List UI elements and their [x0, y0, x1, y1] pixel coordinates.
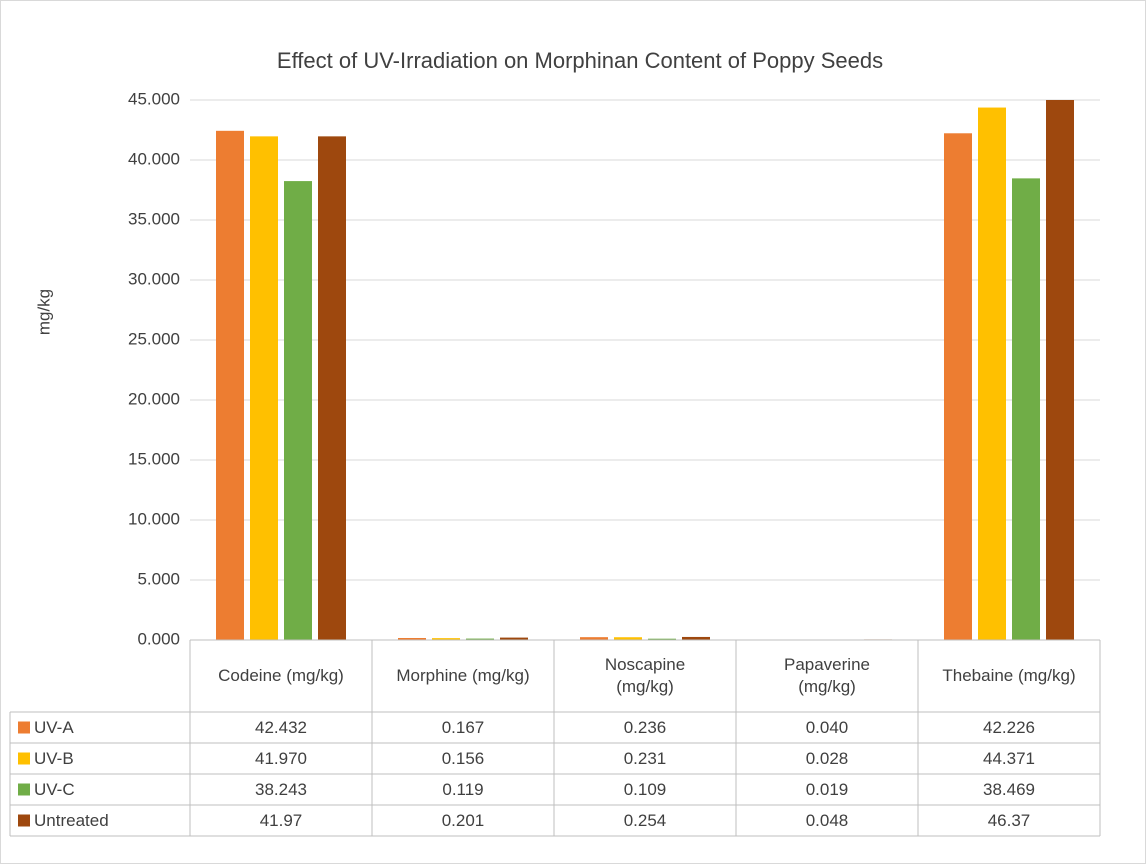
- chart-title: Effect of UV-Irradiation on Morphinan Co…: [277, 48, 883, 73]
- plot-bars: [216, 100, 1074, 640]
- x-tick-label: Thebaine (mg/kg): [942, 666, 1076, 685]
- data-label: 41.97: [259, 810, 303, 830]
- data-label: 42.432: [255, 717, 307, 737]
- bar: [1012, 178, 1040, 640]
- legend-label: Untreated: [34, 810, 109, 830]
- bar: [432, 638, 460, 640]
- y-tick-label: 35.000: [128, 209, 180, 228]
- y-tick-label: 30.000: [128, 269, 180, 288]
- bar: [284, 181, 312, 640]
- legend-label: UV-A: [34, 717, 74, 737]
- x-tick-label: Codeine (mg/kg): [218, 666, 344, 685]
- bar: [500, 637, 528, 640]
- bar: [216, 130, 244, 640]
- data-label: 41.970: [255, 748, 307, 768]
- data-label: 0.167: [441, 717, 485, 737]
- data-label: 0.028: [805, 748, 849, 768]
- legend-label: UV-B: [34, 748, 74, 768]
- bar: [978, 107, 1006, 640]
- data-label: 0.231: [623, 748, 667, 768]
- y-tick-label: 40.000: [128, 149, 180, 168]
- y-tick-label: 10.000: [128, 509, 180, 528]
- data-label: 0.040: [805, 717, 849, 737]
- bar: [466, 638, 494, 640]
- data-label: 38.243: [255, 779, 307, 799]
- bar: [318, 136, 346, 640]
- bar: [1046, 100, 1074, 640]
- data-label: 0.201: [441, 810, 485, 830]
- x-tick-label: Noscapine (mg/kg): [604, 655, 686, 696]
- data-label: 0.048: [805, 810, 849, 830]
- y-tick-label: 25.000: [128, 329, 180, 348]
- y-tick-label: 0.000: [137, 629, 180, 648]
- legend-key: [18, 783, 30, 796]
- y-tick-label: 5.000: [137, 569, 180, 588]
- data-label: 42.226: [983, 717, 1035, 737]
- x-tick-label: Papaverine (mg/kg): [783, 655, 870, 696]
- data-label: 0.254: [623, 810, 667, 830]
- y-axis-label: mg/kg: [34, 289, 53, 335]
- data-label: 44.371: [983, 748, 1035, 768]
- data-label: 0.119: [442, 779, 484, 799]
- legend-key: [18, 721, 30, 734]
- legend-label: UV-C: [34, 779, 75, 799]
- data-label: 38.469: [983, 779, 1035, 799]
- legend-key: [18, 814, 30, 827]
- y-tick-label: 15.000: [128, 449, 180, 468]
- bar: [944, 133, 972, 640]
- x-tick-label: Morphine (mg/kg): [396, 666, 530, 685]
- bar: [614, 637, 642, 640]
- data-label: 0.109: [623, 779, 667, 799]
- bar: [580, 637, 608, 640]
- bar: [682, 636, 710, 640]
- y-tick-label: 45.000: [128, 89, 180, 108]
- bar: [250, 136, 278, 640]
- y-tick-label: 20.000: [128, 389, 180, 408]
- data-label: 46.37: [987, 810, 1031, 830]
- bar: [648, 638, 676, 640]
- legend-key: [18, 752, 30, 765]
- data-label: 0.236: [623, 717, 667, 737]
- data-label: 0.156: [441, 748, 485, 768]
- data-label: 0.019: [805, 779, 849, 799]
- bar: [398, 637, 426, 640]
